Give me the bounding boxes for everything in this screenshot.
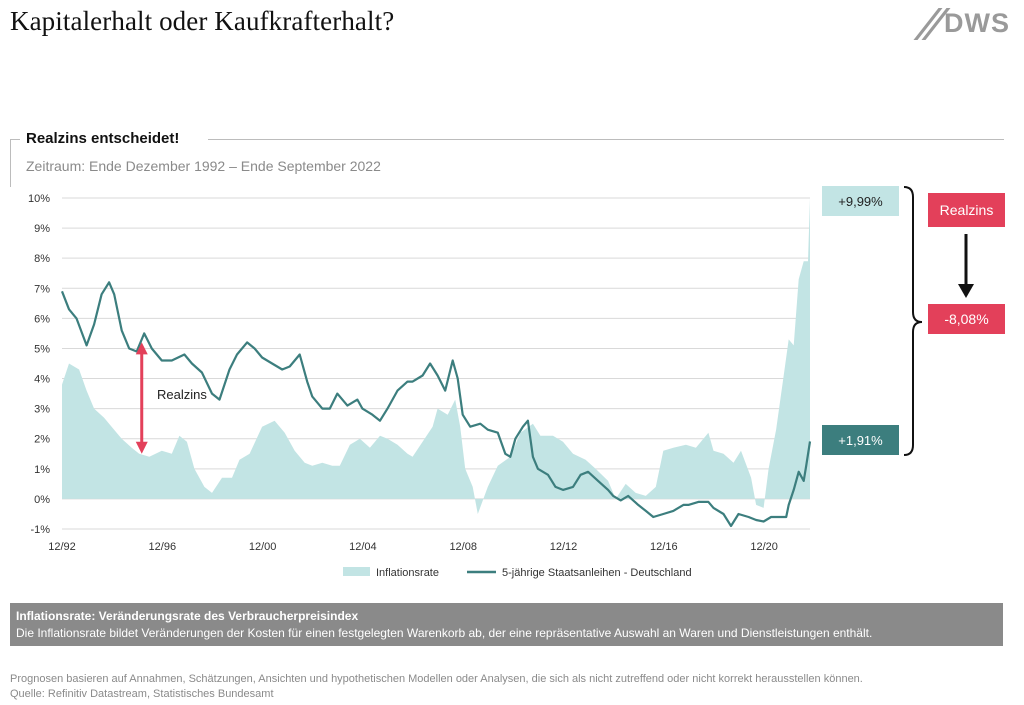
realzins-badge: Realzins bbox=[928, 193, 1005, 227]
chart-subtitle: Zeitraum: Ende Dezember 1992 – Ende Sept… bbox=[26, 158, 381, 174]
realzins-arrow-label: Realzins bbox=[157, 387, 207, 402]
x-tick-label: 12/08 bbox=[449, 541, 477, 553]
realzins-arrow-head bbox=[135, 441, 148, 454]
legend-label-inflation: Inflationsrate bbox=[376, 567, 439, 579]
realzins-arrow-head bbox=[135, 342, 148, 355]
down-arrow bbox=[958, 234, 974, 298]
disclaimer: Prognosen basieren auf Annahmen, Schätzu… bbox=[10, 673, 863, 685]
y-tick-label: 5% bbox=[34, 343, 50, 355]
legend: Inflationsrate 5-jährige Staatsanleihen … bbox=[343, 567, 692, 579]
chart: 10%9%8%7%6%5%4%3%2%1%0%-1% 12/92 12/96 12/… bbox=[28, 186, 974, 579]
right-brace bbox=[903, 186, 923, 456]
x-tick-label: 12/16 bbox=[650, 541, 678, 553]
inflation-value-badge: +9,99% bbox=[822, 186, 899, 216]
dws-logo: DWS bbox=[913, 6, 1009, 40]
y-tick-label: 0% bbox=[34, 494, 50, 506]
explanation-heading: Inflationsrate: Veränderungsrate des Ver… bbox=[16, 609, 359, 623]
y-tick-label: 3% bbox=[34, 404, 50, 416]
y-tick-label: 6% bbox=[34, 313, 50, 325]
legend-label-bond: 5-jährige Staatsanleihen - Deutschland bbox=[502, 567, 692, 579]
x-tick-label: 12/00 bbox=[249, 541, 277, 553]
explanation-box: Inflationsrate: Veränderungsrate des Ver… bbox=[10, 603, 1003, 646]
y-tick-label: 9% bbox=[34, 223, 50, 235]
y-tick-label: 8% bbox=[34, 253, 50, 265]
y-tick-label: 10% bbox=[28, 193, 50, 205]
x-tick-label: 12/04 bbox=[349, 541, 377, 553]
inflation-area bbox=[62, 198, 810, 515]
legend-swatch-inflation bbox=[343, 567, 370, 576]
logo-text: DWS bbox=[944, 8, 1010, 38]
explanation-text: Die Inflationsrate bildet Veränderungen … bbox=[16, 626, 873, 640]
source-note: Quelle: Refinitiv Datastream, Statistisc… bbox=[10, 688, 274, 700]
y-tick-label: 4% bbox=[34, 374, 50, 386]
section-title: Realzins entscheidet! bbox=[26, 130, 180, 147]
bond-value-badge: +1,91% bbox=[822, 425, 899, 455]
realzins-value-badge: -8,08% bbox=[928, 304, 1005, 334]
realzins-arrow bbox=[135, 342, 148, 454]
y-tick-label: 2% bbox=[34, 434, 50, 446]
y-axis: 10% 9% 8% 7% 6% 5% 4% 3% 2% 1% 0% -1% bbox=[28, 193, 50, 536]
x-tick-label: 12/96 bbox=[149, 541, 177, 553]
y-tick-label: 7% bbox=[34, 283, 50, 295]
y-tick-label: 1% bbox=[34, 464, 50, 476]
x-tick-label: 12/92 bbox=[48, 541, 76, 553]
page-title: Kapitalerhalt oder Kaufkrafterhalt? bbox=[10, 6, 395, 36]
section-divider bbox=[208, 139, 1004, 140]
x-axis: 12/92 12/96 12/00 12/04 12/08 12/12 12/16 12/20 bbox=[48, 541, 778, 553]
gridlines bbox=[62, 197, 810, 530]
bond-yield-line bbox=[60, 281, 812, 528]
section-corner-line bbox=[10, 139, 11, 187]
x-tick-label: 12/12 bbox=[550, 541, 578, 553]
x-tick-label: 12/20 bbox=[750, 541, 778, 553]
y-tick-label: -1% bbox=[30, 524, 50, 536]
section-corner-line bbox=[10, 139, 20, 140]
